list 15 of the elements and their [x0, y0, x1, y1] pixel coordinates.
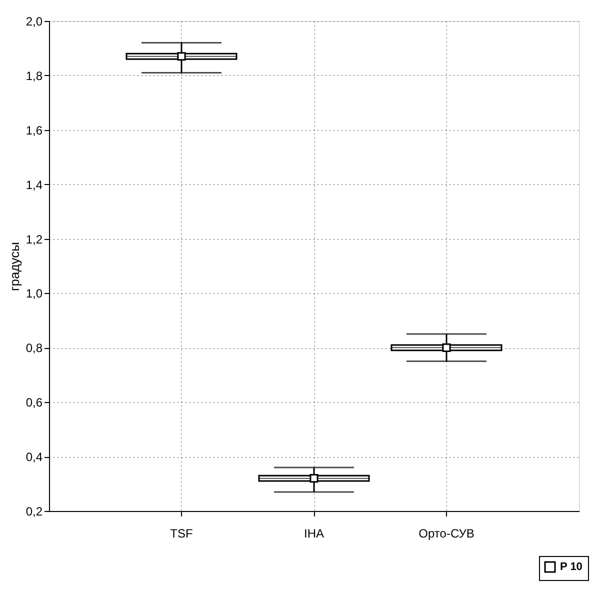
y-axis-title: градусы [6, 242, 22, 291]
y-tick-label: 1,6 [26, 123, 43, 138]
x-tick-label: IHA [304, 526, 324, 540]
legend-label: P 10 [560, 561, 582, 573]
y-tick-label: 1,2 [26, 232, 43, 246]
y-tick-label: 0,6 [26, 396, 43, 410]
y-tick-label: 1,0 [26, 286, 43, 301]
y-tick-label: 0,8 [26, 341, 43, 356]
y-tick-label: 1,4 [26, 178, 43, 192]
y-tick-label: 1,8 [26, 68, 43, 83]
x-tick-label: Орто-СУВ [418, 526, 474, 540]
x-tick-label: TSF [170, 526, 193, 540]
y-tick-label: 2,0 [26, 14, 43, 28]
y-tick-label: 0,2 [26, 504, 43, 518]
y-tick-label: 0,4 [26, 450, 43, 464]
